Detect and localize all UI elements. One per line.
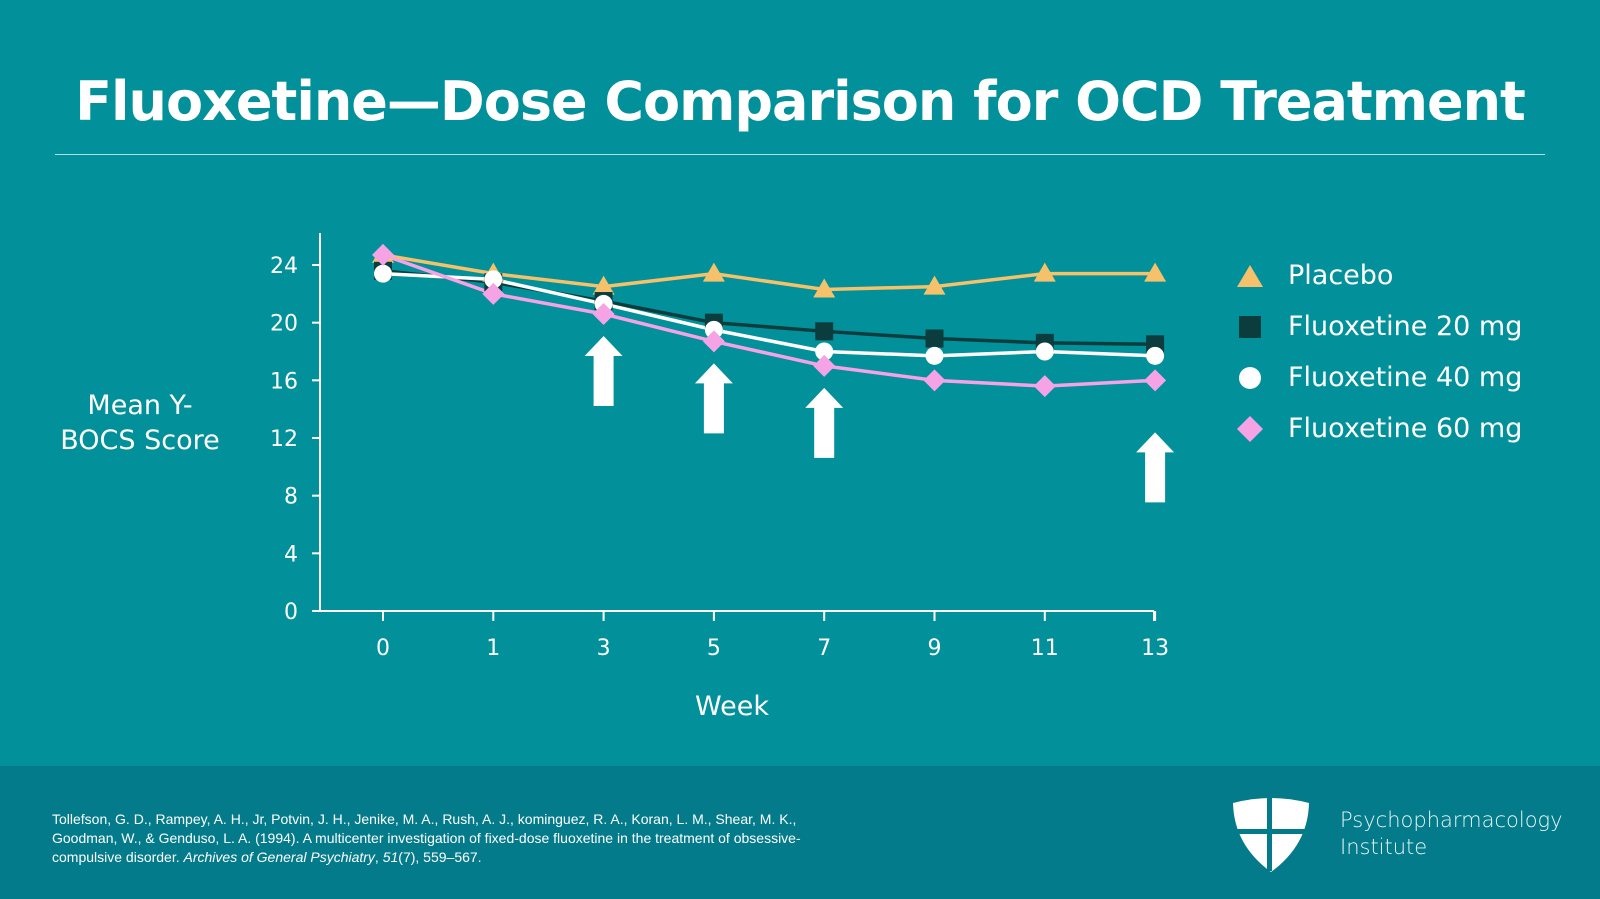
series-lines bbox=[382, 253, 1156, 388]
x-tick-label: 0 bbox=[376, 636, 390, 661]
y-axis-label: Mean Y- BOCS Score bbox=[40, 388, 240, 458]
data-point-fluoxetine_40 bbox=[925, 346, 944, 365]
y-tick-label: 4 bbox=[284, 542, 298, 567]
legend-item-fluoxetine-20: Fluoxetine 20 mg bbox=[1232, 301, 1522, 352]
data-point-placebo bbox=[1144, 262, 1167, 282]
x-axis-title: Week bbox=[695, 691, 769, 722]
legend-label: Fluoxetine 40 mg bbox=[1288, 362, 1523, 393]
x-tick-label: 3 bbox=[597, 636, 611, 661]
data-point-placebo bbox=[1033, 262, 1056, 282]
up-arrow-icon bbox=[1136, 432, 1175, 503]
y-tick-label: 24 bbox=[270, 254, 298, 279]
x-tick-label: 7 bbox=[817, 636, 831, 661]
logo-line-2: Institute bbox=[1340, 835, 1428, 859]
triangle-icon bbox=[1232, 261, 1268, 291]
y-tick-label: 8 bbox=[284, 485, 298, 510]
institute-logo: Psychopharmacology Institute bbox=[1230, 795, 1563, 873]
slide-title: Fluoxetine—Dose Comparison for OCD Treat… bbox=[75, 70, 1526, 133]
logo-line-1: Psychopharmacology bbox=[1340, 808, 1563, 832]
legend-label: Fluoxetine 20 mg bbox=[1288, 311, 1523, 342]
y-tick-label: 16 bbox=[270, 369, 298, 394]
series-line-fluoxetine_40 bbox=[382, 271, 1156, 358]
title-divider bbox=[55, 154, 1545, 155]
x-tick-label: 9 bbox=[928, 636, 942, 661]
square-icon bbox=[1232, 312, 1268, 342]
citation-volume: 51 bbox=[382, 849, 399, 865]
data-point-fluoxetine_60 bbox=[1144, 369, 1167, 392]
circle-icon bbox=[1232, 363, 1268, 393]
series-line-fluoxetine_20 bbox=[382, 269, 1156, 347]
y-axis-label-line-2: BOCS Score bbox=[60, 425, 220, 456]
arrow-annotations bbox=[584, 336, 1175, 503]
footer-bar bbox=[0, 766, 1600, 899]
data-point-fluoxetine_40 bbox=[1146, 346, 1165, 365]
data-point-fluoxetine_20 bbox=[815, 322, 834, 341]
y-tick-label: 20 bbox=[270, 312, 298, 337]
data-point-placebo bbox=[813, 278, 836, 298]
data-point-fluoxetine_40 bbox=[484, 270, 503, 289]
citation-separator: , bbox=[374, 849, 383, 865]
data-point-fluoxetine_20 bbox=[925, 329, 944, 348]
legend-item-fluoxetine-40: Fluoxetine 40 mg bbox=[1232, 352, 1522, 403]
citation-journal: Archives of General Psychiatry bbox=[183, 849, 375, 865]
data-point-placebo bbox=[592, 275, 615, 295]
data-point-fluoxetine_60 bbox=[1033, 375, 1056, 398]
y-axis-label-line-1: Mean Y- bbox=[87, 390, 193, 421]
data-point-fluoxetine_40 bbox=[374, 264, 392, 283]
diamond-icon bbox=[1232, 414, 1268, 444]
series-markers bbox=[372, 243, 1167, 398]
data-point-fluoxetine_60 bbox=[702, 330, 725, 353]
data-point-fluoxetine_60 bbox=[592, 303, 615, 326]
x-tick-label: 1 bbox=[486, 636, 500, 661]
legend-item-placebo: Placebo bbox=[1232, 250, 1522, 301]
data-point-fluoxetine_60 bbox=[372, 243, 394, 266]
x-tick-label: 5 bbox=[707, 636, 721, 661]
y-tick-label: 12 bbox=[270, 427, 298, 452]
legend-label: Placebo bbox=[1288, 260, 1394, 291]
data-point-fluoxetine_60 bbox=[813, 354, 836, 377]
series-line-fluoxetine_60 bbox=[382, 253, 1156, 388]
y-tick-label: 0 bbox=[284, 600, 298, 625]
x-tick-label: 13 bbox=[1141, 636, 1169, 661]
data-point-placebo bbox=[702, 262, 725, 282]
up-arrow-icon bbox=[805, 387, 844, 458]
up-arrow-icon bbox=[584, 336, 623, 407]
data-point-fluoxetine_40 bbox=[704, 320, 723, 339]
legend: Placebo Fluoxetine 20 mg Fluoxetine 40 m… bbox=[1232, 250, 1522, 454]
x-tick-label: 11 bbox=[1031, 636, 1059, 661]
up-arrow-icon bbox=[694, 363, 733, 434]
legend-item-fluoxetine-60: Fluoxetine 60 mg bbox=[1232, 403, 1522, 454]
legend-label: Fluoxetine 60 mg bbox=[1288, 413, 1523, 444]
data-point-fluoxetine_40 bbox=[815, 342, 834, 361]
citation-pages: (7), 559–567. bbox=[398, 849, 482, 865]
data-point-fluoxetine_60 bbox=[923, 369, 946, 392]
data-point-fluoxetine_60 bbox=[482, 282, 505, 305]
shield-icon bbox=[1233, 797, 1309, 872]
data-point-placebo bbox=[923, 275, 946, 295]
series-line-placebo bbox=[382, 253, 1156, 292]
citation-text: Tollefson, G. D., Rampey, A. H., Jr, Pot… bbox=[52, 811, 801, 865]
data-point-fluoxetine_40 bbox=[1035, 342, 1054, 361]
citation: Tollefson, G. D., Rampey, A. H., Jr, Pot… bbox=[52, 810, 812, 867]
